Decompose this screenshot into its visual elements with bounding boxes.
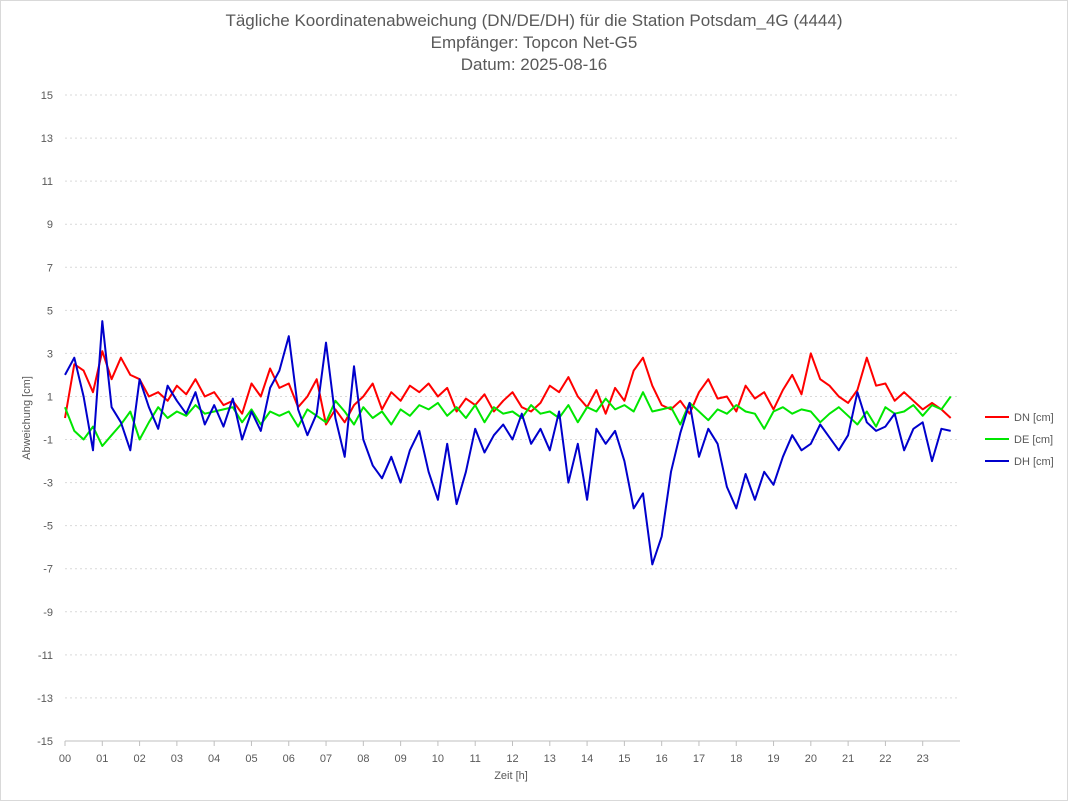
x-axis-ticks: 00 01 02 03 04 05 06 07 08 09 10 11 12 13 14 15 16 17 18 19…	[59, 741, 929, 765]
y-tick-label: 11	[42, 176, 53, 188]
y-tick-label: -5	[43, 521, 53, 533]
y-tick-label: 7	[47, 262, 53, 274]
y-tick-label: 3	[47, 348, 53, 360]
y-tick-label: -15	[37, 736, 53, 748]
y-tick-label: 13	[41, 133, 53, 145]
series	[64, 320, 952, 566]
chart-title: Tägliche Koordinatenabweichung (DN/DE/DH…	[0, 10, 1068, 76]
y-tick-label: -11	[38, 650, 53, 662]
series-line-dh	[64, 320, 951, 566]
legend-label-de: DE [cm]	[1014, 434, 1053, 446]
x-tick-label: 01	[96, 753, 108, 765]
x-tick-label: 20	[805, 753, 817, 765]
x-tick-label: 11	[469, 753, 480, 765]
y-tick-label: -7	[43, 564, 53, 576]
chart-title-line-3: Datum: 2025-08-16	[460, 55, 608, 74]
grid	[65, 94, 960, 742]
y-tick-label: -1	[43, 435, 53, 447]
x-tick-label: 04	[208, 753, 220, 765]
x-tick-label: 17	[693, 753, 705, 765]
x-tick-label: 08	[357, 753, 369, 765]
y-tick-label: 1	[47, 391, 53, 403]
x-tick-label: 03	[171, 753, 183, 765]
y-axis-ticks: 15 13 11 9 7 5 3 1 -1 -3 -5 -7 -9 -11 -13 -15	[37, 90, 53, 748]
x-tick-label: 02	[133, 753, 145, 765]
x-tick-label: 06	[283, 753, 295, 765]
y-tick-label: 5	[47, 305, 53, 317]
y-tick-label: 15	[41, 90, 53, 102]
legend-label-dn: DN [cm]	[1014, 412, 1054, 424]
x-tick-label: 07	[320, 753, 332, 765]
y-tick-label: -3	[43, 478, 53, 490]
y-tick-label: 9	[47, 219, 53, 231]
x-tick-label: 18	[730, 753, 742, 765]
legend: DN [cm] DE [cm] DH [cm]	[985, 412, 1054, 468]
x-tick-label: 16	[656, 753, 668, 765]
x-tick-label: 14	[581, 753, 593, 765]
x-tick-label: 10	[432, 753, 444, 765]
x-axis-title: Zeit [h]	[494, 770, 528, 782]
x-tick-label: 22	[879, 753, 891, 765]
y-tick-label: -13	[37, 693, 53, 705]
y-axis-title: Abweichung [cm]	[21, 376, 33, 460]
legend-label-dh: DH [cm]	[1014, 456, 1054, 468]
chart-title-line-1: Tägliche Koordinatenabweichung (DN/DE/DH…	[225, 11, 843, 30]
y-tick-label: -9	[43, 607, 53, 619]
x-tick-label: 12	[506, 753, 518, 765]
x-tick-label: 21	[842, 753, 854, 765]
series-line-dn	[64, 350, 952, 426]
x-tick-label: 00	[59, 753, 71, 765]
x-tick-label: 15	[618, 753, 630, 765]
x-tick-label: 19	[767, 753, 779, 765]
series-line-de	[64, 391, 952, 447]
chart-title-line-2: Empfänger: Topcon Net-G5	[430, 33, 638, 52]
x-tick-label: 09	[395, 753, 407, 765]
x-tick-label: 05	[245, 753, 257, 765]
x-tick-label: 23	[917, 753, 929, 765]
x-tick-label: 13	[544, 753, 556, 765]
